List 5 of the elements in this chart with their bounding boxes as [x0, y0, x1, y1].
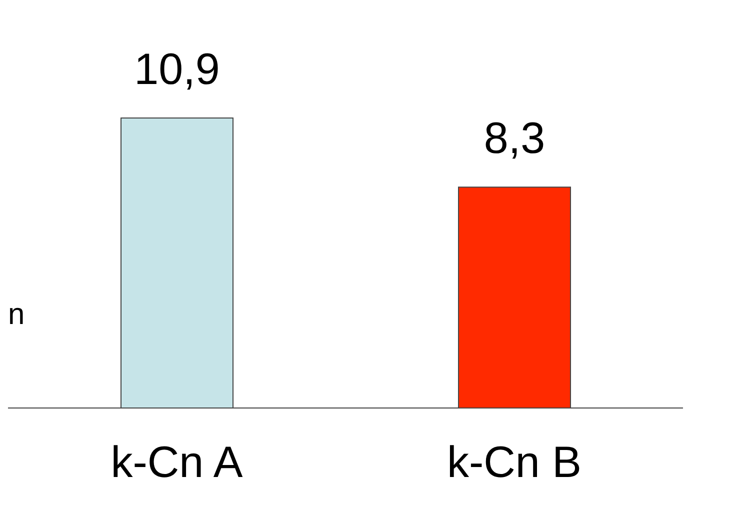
- x-tick-label: k-Cn B: [447, 438, 582, 488]
- x-tick-label: k-Cn A: [110, 438, 244, 488]
- data-label: 10,9: [134, 45, 220, 94]
- data-label: 8,3: [484, 114, 546, 164]
- y-axis-title: n: [8, 298, 25, 332]
